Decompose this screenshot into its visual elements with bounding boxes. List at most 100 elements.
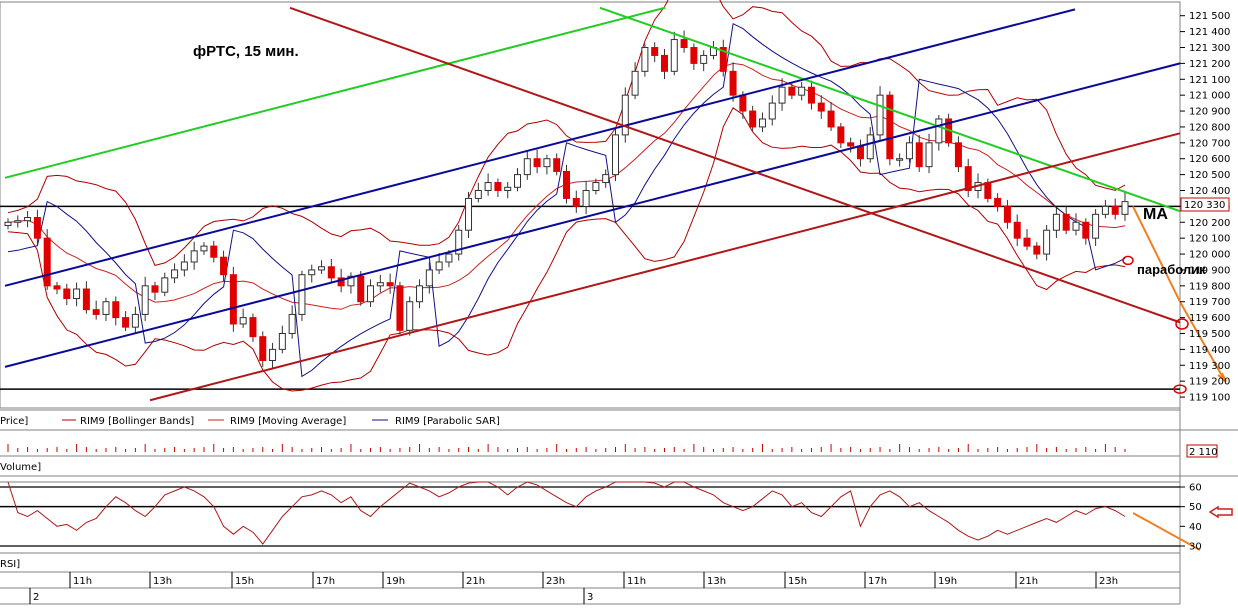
- candle-bullish: [700, 54, 708, 64]
- candle-bearish: [82, 288, 90, 311]
- candle-bearish: [92, 309, 100, 315]
- price-tick-label: 119 700: [1189, 297, 1230, 308]
- candle-bearish: [915, 142, 923, 168]
- candle-bullish: [425, 269, 433, 287]
- candle-bullish: [1121, 201, 1129, 215]
- candle-bullish: [455, 229, 463, 255]
- candle-bullish: [876, 94, 884, 136]
- candle-bearish: [1033, 245, 1041, 255]
- volume-label: Volume]: [0, 462, 41, 473]
- candle-bearish: [210, 245, 218, 258]
- candle-bearish: [63, 288, 71, 300]
- candle-bullish: [278, 332, 286, 350]
- time-tick-label: 23h: [1099, 576, 1118, 587]
- price-tick-label: 120 900: [1189, 107, 1230, 118]
- rsi-tick-label: 30: [1189, 542, 1202, 553]
- rsi-tick-label: 50: [1189, 502, 1202, 513]
- rsi-tick-label: 60: [1189, 483, 1202, 494]
- price-tick-label: 119 600: [1189, 313, 1230, 324]
- price-tick-label: 121 400: [1189, 27, 1230, 38]
- price-tick-label: 120 700: [1189, 138, 1230, 149]
- price-tick-label: 120 100: [1189, 234, 1230, 245]
- parabolic-sar-line: [7, 22, 1126, 378]
- candle-bullish: [308, 269, 316, 276]
- candle-bullish: [14, 220, 22, 223]
- price-tick-label: 120 000: [1189, 250, 1230, 261]
- last-price-label: 120 330: [1184, 200, 1225, 211]
- price-tick-label: 119 100: [1189, 393, 1230, 404]
- price-panel: [0, 0, 1180, 392]
- candle-bullish: [435, 261, 443, 271]
- date-tick-label: 3: [587, 592, 593, 603]
- candle-bullish: [925, 142, 933, 168]
- price-tick-label: 121 100: [1189, 75, 1230, 86]
- parabolic-annotation: параболик: [1137, 262, 1206, 277]
- candle-bearish: [553, 158, 561, 172]
- price-tick-label: 119 800: [1189, 281, 1230, 292]
- candle-bearish: [817, 102, 825, 112]
- candle-bullish: [406, 301, 414, 331]
- bollinger-lower: [7, 107, 1126, 392]
- candle-bearish: [386, 282, 394, 287]
- candle-bullish: [1052, 213, 1060, 231]
- price-tick-label: 120 800: [1189, 122, 1230, 133]
- candle-bearish: [563, 170, 570, 199]
- time-tick-label: 15h: [788, 576, 807, 587]
- candle-bullish: [465, 197, 473, 231]
- candle-bullish: [602, 174, 610, 184]
- candle-bullish: [592, 182, 600, 191]
- rsi-level-arrow: [1208, 505, 1233, 519]
- candle-bearish: [660, 54, 668, 72]
- candle-bullish: [141, 285, 149, 315]
- candle-bullish: [514, 174, 522, 188]
- time-tick-label: 19h: [386, 576, 405, 587]
- candle-bearish: [994, 197, 1002, 207]
- legend-parabolic: RIM9 [Parabolic SAR]: [395, 416, 500, 427]
- time-axis: 11h 13h 15h 17h 19h 21h 23h 11h 13h 15h 17h 19h 21h 2…: [29, 572, 1118, 604]
- candle-bearish: [837, 126, 845, 144]
- forecast-line: [1132, 205, 1181, 303]
- candle-bullish: [161, 277, 169, 293]
- candle-bullish: [1072, 221, 1080, 231]
- parabolic-marker: [1122, 255, 1134, 266]
- candle-bullish: [768, 102, 776, 120]
- candle-bearish: [33, 217, 41, 239]
- price-tick-label: 121 300: [1189, 43, 1230, 54]
- candle-bearish: [1082, 221, 1090, 239]
- legend-price: Price]: [0, 416, 28, 427]
- candle-bearish: [886, 94, 894, 160]
- candle-bearish: [151, 285, 159, 293]
- price-tick-label: 120 600: [1189, 154, 1230, 165]
- candle-bearish: [1003, 205, 1011, 223]
- candle-bullish: [416, 285, 424, 303]
- time-tick-label: 11h: [73, 576, 92, 587]
- candle-bullish: [73, 288, 81, 300]
- price-tick-label: 120 200: [1189, 218, 1230, 229]
- candle-bullish: [1101, 205, 1109, 215]
- rsi-panel: [0, 481, 1201, 551]
- candle-bearish: [729, 70, 737, 96]
- candle-bearish: [122, 317, 130, 328]
- candle-bearish: [53, 285, 61, 290]
- trend-lines: [4, 6, 1227, 402]
- volume-panel: [7, 444, 1126, 452]
- candle-bullish: [905, 142, 913, 160]
- candle-bullish: [445, 253, 453, 263]
- candle-bearish: [1062, 213, 1070, 231]
- candle-bullish: [288, 313, 296, 334]
- candle-bullish: [347, 275, 355, 287]
- price-tick-label: 119 500: [1189, 329, 1230, 340]
- candle-bearish: [112, 301, 120, 319]
- candle-bearish: [572, 197, 580, 207]
- rsi-forecast-line: [1132, 512, 1201, 551]
- candle-bullish: [670, 39, 678, 72]
- candle-bullish: [543, 158, 551, 168]
- candle-bullish: [376, 282, 384, 287]
- forecast-line: [1179, 301, 1226, 382]
- price-tick-label: 121 500: [1189, 11, 1230, 22]
- rsi-line: [7, 481, 1126, 545]
- candle-bullish: [180, 261, 188, 271]
- candle-bullish: [778, 86, 786, 104]
